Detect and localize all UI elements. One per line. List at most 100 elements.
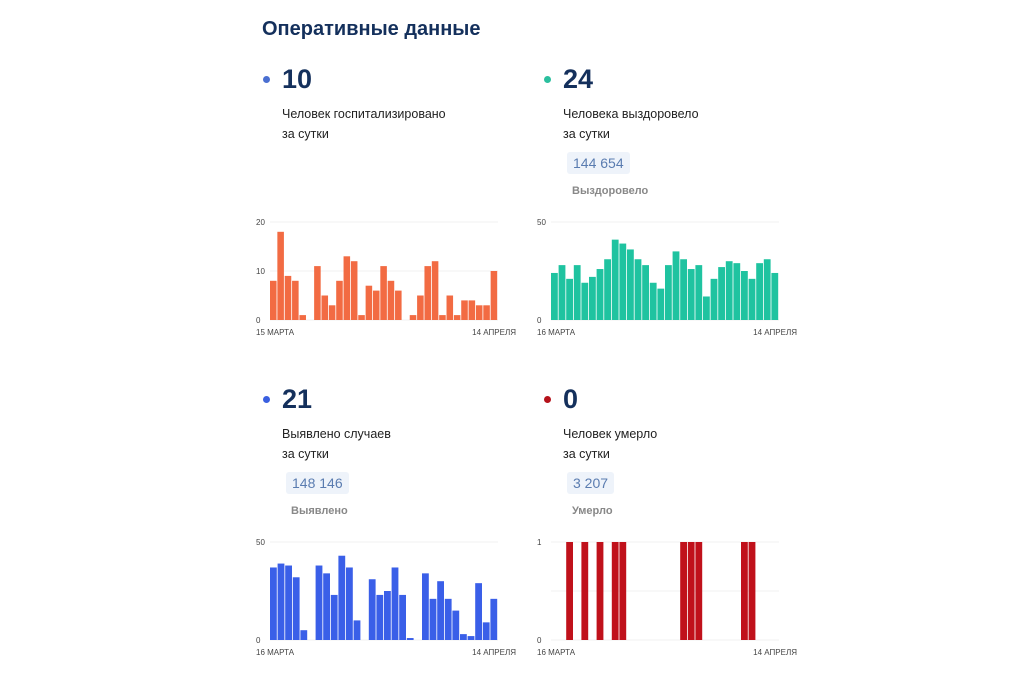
- x-start-label: 16 МАРТА: [537, 648, 576, 657]
- chart-bar: [328, 305, 336, 320]
- chart-bar: [581, 282, 589, 320]
- chart-bar: [376, 594, 384, 640]
- recovered-chart: 0 50 16 МАРТА 14 АПРЕЛЯ: [537, 218, 797, 337]
- chart-bar: [461, 300, 468, 320]
- chart-bar: [771, 272, 779, 320]
- chart-bar: [581, 542, 589, 640]
- chart-bar: [292, 280, 299, 320]
- chart-bar: [558, 265, 566, 320]
- hospitalized-label-line2: за сутки: [282, 127, 329, 141]
- chart-bar: [566, 278, 573, 320]
- cases-chart: 0 50 16 МАРТА 14 АПРЕЛЯ: [256, 538, 516, 657]
- chart-bar: [642, 265, 649, 320]
- chart-bar: [314, 266, 321, 320]
- chart-bar: [649, 282, 657, 320]
- chart-bar: [422, 573, 429, 640]
- chart-bar: [391, 567, 399, 640]
- x-end-label: 14 АПРЕЛЯ: [472, 328, 516, 337]
- chart-bar: [596, 269, 604, 320]
- chart-bar: [424, 266, 432, 320]
- chart-bar: [680, 259, 687, 320]
- chart-bar: [619, 243, 627, 320]
- hospitalized-chart: 0 10 20 15 МАРТА 14 АПРЕЛЯ: [256, 218, 516, 337]
- chart-bar: [467, 636, 475, 640]
- chart-bar: [475, 583, 482, 640]
- y-tick-label: 20: [256, 218, 265, 227]
- chart-bar: [718, 267, 725, 320]
- chart-bar: [460, 634, 467, 640]
- chart-bar: [358, 315, 365, 320]
- recovered-value: 24: [563, 64, 594, 94]
- chart-bar: [695, 265, 703, 320]
- chart-bar: [323, 573, 330, 640]
- chart-bar: [321, 295, 329, 320]
- deaths-label: Человек умерло за сутки: [563, 424, 657, 464]
- cases-value: 21: [282, 384, 313, 414]
- cases-label: Выявлено случаев за сутки: [282, 424, 391, 464]
- y-tick-label: 1: [537, 538, 542, 547]
- chart-bar: [725, 261, 733, 320]
- cases-total-label: Выявлено: [291, 505, 348, 517]
- chart-bar: [490, 271, 498, 320]
- x-end-label: 14 АПРЕЛЯ: [753, 648, 797, 657]
- page-title: Оперативные данные: [262, 18, 481, 40]
- hospitalized-value: 10: [282, 64, 313, 94]
- chart-bar: [627, 249, 634, 320]
- deaths-value: 0: [563, 384, 579, 414]
- chart-bar: [748, 542, 756, 640]
- chart-bar: [300, 630, 308, 640]
- chart-bar: [741, 542, 748, 640]
- chart-bar: [756, 263, 763, 320]
- hospitalized-dot-icon: [263, 76, 270, 83]
- chart-bar: [299, 315, 306, 320]
- y-tick-label: 0: [256, 316, 261, 325]
- chart-bar: [439, 315, 446, 320]
- y-tick-label: 0: [537, 316, 542, 325]
- chart-bar: [338, 555, 346, 640]
- chart-bar: [695, 542, 703, 640]
- chart-bar: [634, 259, 642, 320]
- hospitalized-label: Человек госпитализировано за сутки: [282, 104, 446, 144]
- chart-bar: [284, 275, 292, 320]
- chart-bar: [490, 598, 498, 640]
- deaths-dot-icon: [544, 396, 551, 403]
- x-start-label: 16 МАРТА: [537, 328, 576, 337]
- chart-bar: [748, 278, 756, 320]
- chart-bar: [733, 263, 741, 320]
- chart-bar: [277, 563, 285, 640]
- hospitalized-label-line1: Человек госпитализировано: [282, 107, 446, 121]
- chart-bar: [566, 542, 573, 640]
- recovered-label: Человека выздоровело за сутки: [563, 104, 699, 144]
- chart-bar: [409, 315, 417, 320]
- chart-bar: [431, 261, 439, 320]
- chart-bar: [292, 577, 300, 640]
- chart-bar: [446, 295, 454, 320]
- chart-bar: [444, 598, 452, 640]
- chart-bar: [399, 594, 406, 640]
- chart-bar: [429, 598, 437, 640]
- chart-bar: [372, 290, 380, 320]
- deaths-label-line1: Человек умерло: [563, 427, 658, 441]
- deaths-total-label: Умерло: [572, 505, 613, 517]
- chart-bar: [482, 622, 490, 640]
- chart-bar: [368, 579, 376, 640]
- cases-dot-icon: [263, 396, 270, 403]
- chart-bar: [330, 594, 338, 640]
- y-tick-label: 50: [537, 218, 546, 227]
- chart-bar: [741, 271, 748, 320]
- chart-bar: [353, 620, 361, 640]
- chart-bar: [346, 567, 353, 640]
- x-start-label: 16 МАРТА: [256, 648, 295, 657]
- chart-bar: [315, 565, 323, 640]
- chart-bar: [483, 305, 490, 320]
- chart-bar: [437, 581, 444, 640]
- chart-bar: [665, 265, 672, 320]
- chart-bar: [611, 542, 619, 640]
- chart-bar: [406, 638, 414, 640]
- recovered-dot-icon: [544, 76, 551, 83]
- recovered-total-label: Выздоровело: [572, 185, 649, 197]
- chart-bar: [687, 269, 695, 320]
- chart-bar: [395, 290, 402, 320]
- chart-bar: [703, 296, 710, 320]
- y-tick-label: 50: [256, 538, 265, 547]
